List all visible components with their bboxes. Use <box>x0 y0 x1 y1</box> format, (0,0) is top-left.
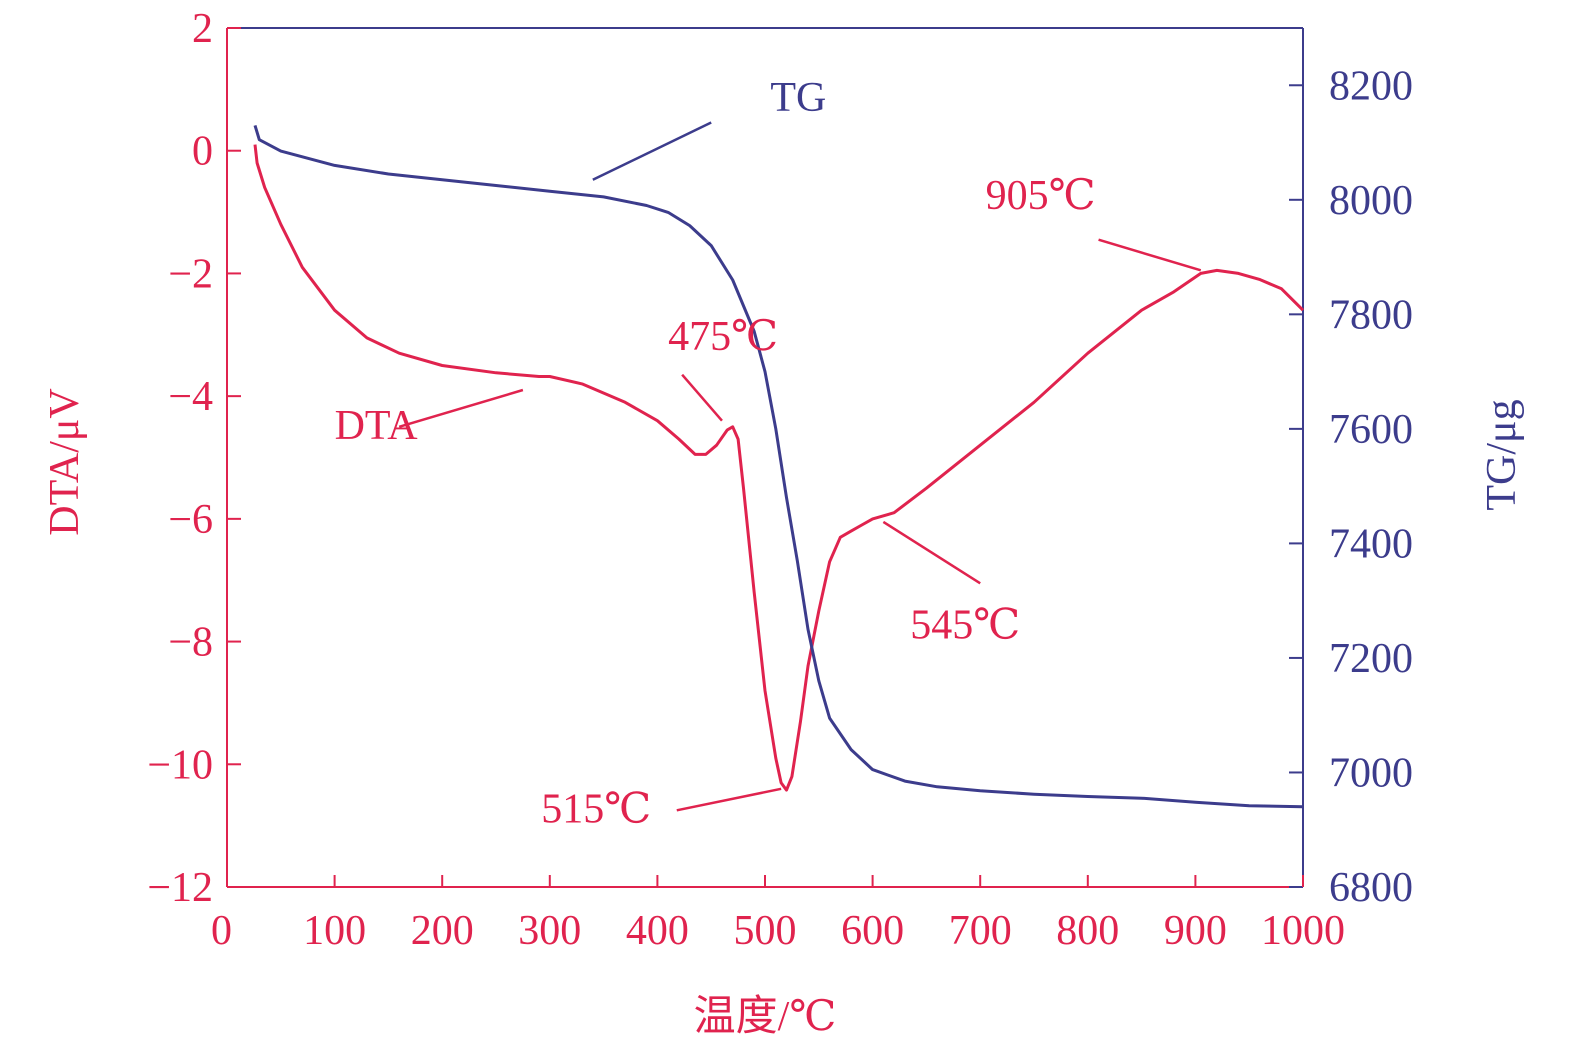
annotation-label: 475℃ <box>668 314 778 360</box>
x-axis-label: 温度/℃ <box>694 994 837 1040</box>
y-axis-left-label: DTA/μV <box>42 388 88 535</box>
y-right-tick-label: 7000 <box>1329 750 1413 796</box>
axis-ticks: 20−2−4−6−8−10−12820080007800760074007200… <box>147 6 1413 954</box>
annotation-leader-line <box>398 388 524 429</box>
annotation-label: DTA <box>335 403 419 449</box>
y-right-tick-label: 7200 <box>1329 636 1413 682</box>
annotation-label: 545℃ <box>910 603 1020 649</box>
annotation-label: TG <box>770 75 826 121</box>
y-left-tick-label: −10 <box>147 742 213 788</box>
dta-series-line <box>253 144 1305 792</box>
annotation-leader-line <box>681 373 723 422</box>
x-tick-label: 600 <box>841 908 904 954</box>
x-tick-label: 400 <box>626 908 689 954</box>
x-tick-label: 200 <box>411 908 474 954</box>
annotation-leader-line <box>676 787 782 812</box>
y-left-tick-label: −2 <box>168 251 213 297</box>
y-right-tick-label: 8200 <box>1329 63 1413 109</box>
x-tick-label: 500 <box>734 908 797 954</box>
annotation-leader-line <box>592 121 712 181</box>
y-right-tick-label: 7400 <box>1329 521 1413 567</box>
annotation-leader-line <box>1098 238 1202 272</box>
plot-frame <box>226 27 1304 888</box>
y-left-tick-label: −4 <box>168 374 213 420</box>
y-left-tick-label: −6 <box>168 497 213 543</box>
annotation-label: 905℃ <box>986 173 1096 219</box>
series-lines <box>253 124 1305 809</box>
x-tick-label: 900 <box>1164 908 1227 954</box>
y-right-tick-label: 8000 <box>1329 178 1413 224</box>
x-tick-label: 1000 <box>1261 908 1345 954</box>
x-tick-label: 700 <box>949 908 1012 954</box>
y-left-tick-label: −8 <box>168 620 213 666</box>
x-tick-label: 800 <box>1056 908 1119 954</box>
x-tick-label: 300 <box>518 908 581 954</box>
y-right-tick-label: 7800 <box>1329 292 1413 338</box>
y-axis-right-label: TG/μg <box>1479 399 1525 510</box>
y-right-tick-label: 6800 <box>1329 865 1413 911</box>
annotation-leader-line <box>882 520 981 585</box>
annotations: TG DTA 475℃ 515℃ 545℃ 905℃ <box>335 75 1202 833</box>
annotation-label: 515℃ <box>541 787 651 833</box>
y-left-tick-label: 0 <box>192 129 213 175</box>
y-left-tick-label: −12 <box>147 865 213 911</box>
y-left-tick-label: 2 <box>192 6 213 52</box>
x-tick-label: 100 <box>303 908 366 954</box>
y-right-tick-label: 7600 <box>1329 407 1413 453</box>
tg-series-line <box>253 124 1304 809</box>
x-tick-label: 0 <box>211 908 232 954</box>
